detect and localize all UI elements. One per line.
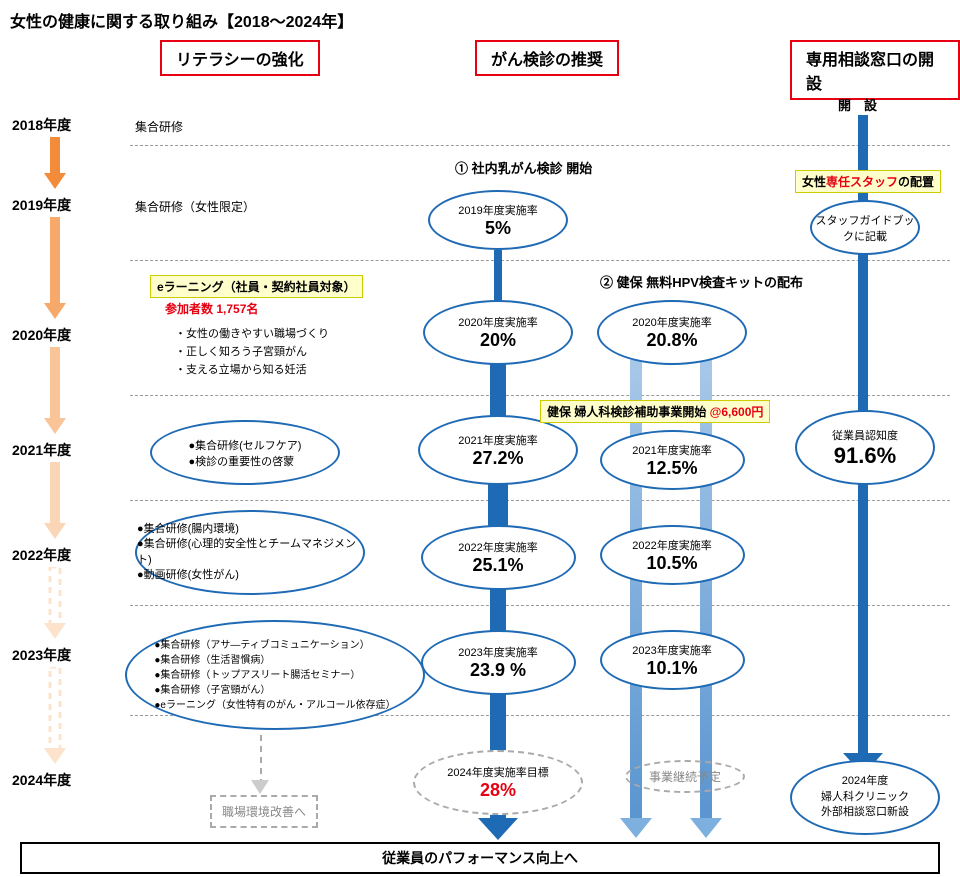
arrow-down-icon xyxy=(251,780,269,794)
literacy-2021-bubble: ●集合研修(セルフケア)●検診の重要性の啓蒙 xyxy=(150,420,340,485)
subsidy-box: 健保 婦人科検診補助事業開始 @6,600円 xyxy=(540,400,770,423)
consult-guide-bubble: スタッフガイドブックに記載 xyxy=(810,200,920,255)
flow-s2-l xyxy=(630,360,642,820)
rate-bubble: 2021年度実施率12.5% xyxy=(600,430,745,490)
flow-s1-arrow-icon xyxy=(478,818,518,840)
year-label: 2021年度 xyxy=(12,440,71,460)
footer-box: 従業員のパフォーマンス向上へ xyxy=(20,842,940,874)
rate-bubble: 2020年度実施率20% xyxy=(423,300,573,365)
rate-bubble: 2021年度実施率27.2% xyxy=(418,415,578,485)
year-arrow-icon xyxy=(44,217,66,319)
year-label: 2019年度 xyxy=(12,195,71,215)
rate-bubble: 2020年度実施率20.8% xyxy=(597,300,747,365)
screening1-title: ① 社内乳がん検診 開始 xyxy=(455,158,592,177)
literacy-2018: 集合研修 xyxy=(135,118,183,135)
rate-bubble: 2022年度実施率25.1% xyxy=(421,525,576,590)
flow-s1-1 xyxy=(494,250,502,305)
year-arrow-icon xyxy=(44,667,66,764)
s1-target-bubble: 2024年度実施率目標28% xyxy=(413,750,583,815)
elearn-item: ・支える立場から知る妊活 xyxy=(175,361,307,377)
flow-s1-4 xyxy=(490,585,506,635)
col-header-literacy: リテラシーの強化 xyxy=(160,40,320,76)
elearn-count: 参加者数 1,757名 xyxy=(165,300,258,317)
rate-bubble: 2023年度実施率10.1% xyxy=(600,630,745,690)
dash-line xyxy=(130,605,950,606)
dash-line xyxy=(130,145,950,146)
screening2-title: ② 健保 無料HPV検査キットの配布 xyxy=(600,272,803,291)
year-arrow-icon xyxy=(44,567,66,639)
flow-s2-arrow-l-icon xyxy=(620,818,652,838)
year-arrow-icon xyxy=(44,137,66,189)
year-label: 2022年度 xyxy=(12,545,71,565)
flow-s2-arrow-r-icon xyxy=(690,818,722,838)
year-label: 2018年度 xyxy=(12,115,71,135)
dash-line xyxy=(130,395,950,396)
consult-2024-bubble: 2024年度婦人科クリニック外部相談窓口新設 xyxy=(790,760,940,835)
literacy-dashed-arrow xyxy=(260,735,262,785)
s2-continue-box: 事業継続予定 xyxy=(625,760,745,793)
elearn-item: ・正しく知ろう子宮頸がん xyxy=(175,343,307,359)
dash-line xyxy=(130,500,950,501)
year-arrow-icon xyxy=(44,347,66,434)
awareness-bubble: 従業員認知度 91.6% xyxy=(795,410,935,485)
flow-s2-r xyxy=(700,360,712,820)
consult-open: 開 設 xyxy=(838,95,877,114)
year-label: 2024年度 xyxy=(12,770,71,790)
col-header-screening: がん検診の推奨 xyxy=(475,40,619,76)
elearn-box: eラーニング（社員・契約社員対象） xyxy=(150,275,363,298)
staff-box: 女性専任スタッフの配置 xyxy=(795,170,941,193)
literacy-2022-bubble: ●集合研修(腸内環境)●集合研修(心理的安全性とチームマネジメント)●動画研修(… xyxy=(135,510,365,595)
elearn-item: ・女性の働きやすい職場づくり xyxy=(175,325,329,341)
literacy-2023-bubble: ●集合研修（アサ―ティブコミュニケーション）●集合研修（生活習慣病）●集合研修（… xyxy=(125,620,425,730)
dash-line xyxy=(130,260,950,261)
col-header-consult: 専用相談窓口の開設 xyxy=(790,40,960,100)
year-label: 2023年度 xyxy=(12,645,71,665)
env-improve-box: 職場環境改善へ xyxy=(210,795,318,828)
flow-s1-2 xyxy=(490,360,506,420)
literacy-2019: 集合研修（女性限定） xyxy=(135,198,255,215)
year-arrow-icon xyxy=(44,462,66,539)
flow-s1-3 xyxy=(488,480,508,530)
rate-bubble: 2019年度実施率5% xyxy=(428,190,568,250)
year-label: 2020年度 xyxy=(12,325,71,345)
rate-bubble: 2022年度実施率10.5% xyxy=(600,525,745,585)
page-title: 女性の健康に関する取り組み【2018～2024年】 xyxy=(0,0,960,36)
rate-bubble: 2023年度実施率23.9 % xyxy=(421,630,576,695)
